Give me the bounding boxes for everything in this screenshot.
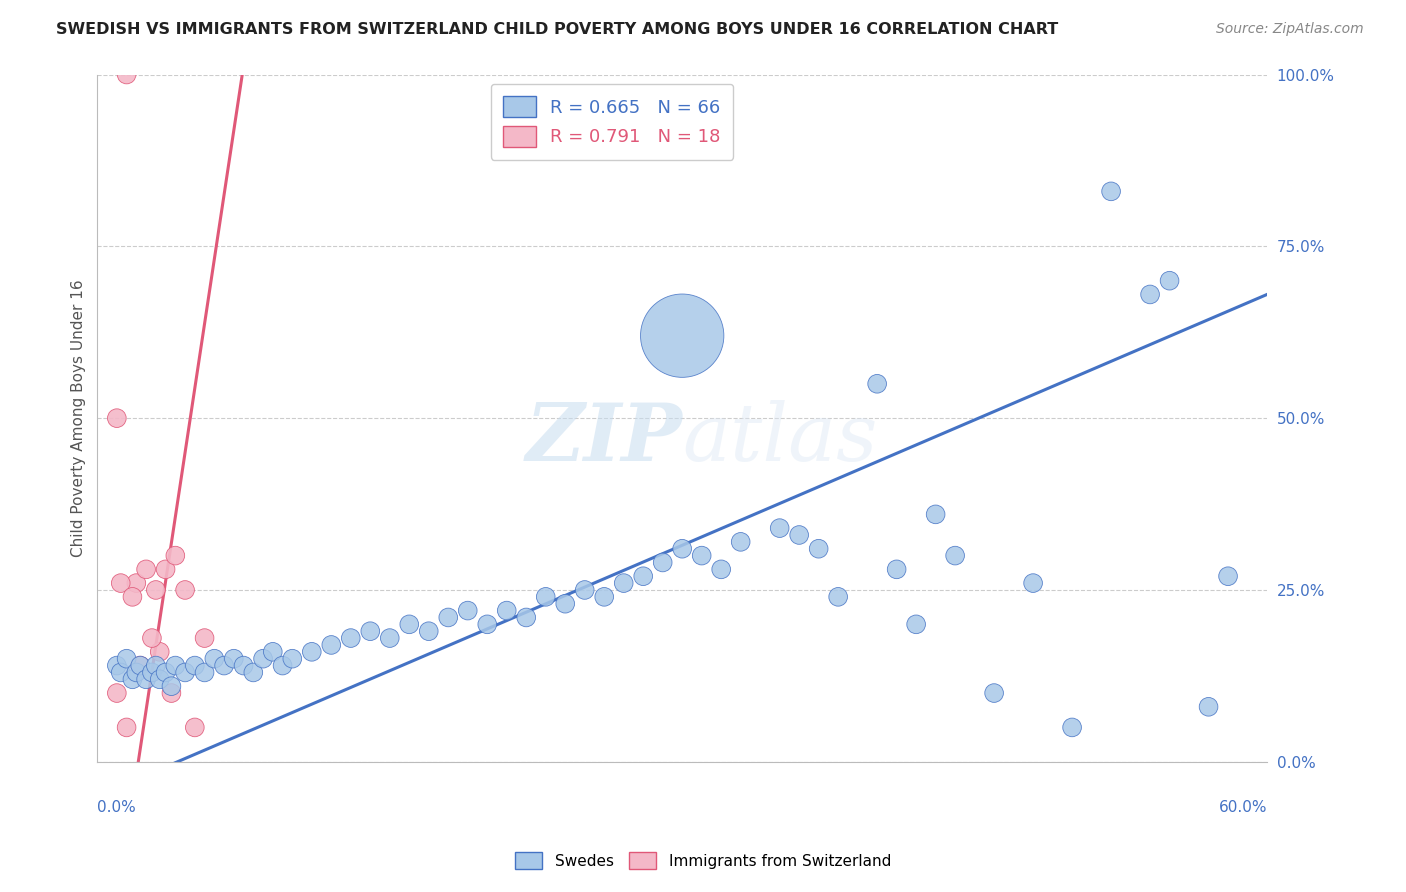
Point (457, 604, 479, 618)
Point (534, 590, 557, 604)
Point (690, 549, 713, 563)
Point (398, 617, 420, 632)
Point (155, 562, 177, 576)
Point (321, 638, 343, 652)
Point (174, 665, 197, 680)
Point (232, 658, 254, 673)
Point (339, 631, 361, 645)
Point (418, 624, 440, 639)
Point (141, 665, 163, 680)
Point (924, 508, 946, 522)
Point (983, 686, 1005, 700)
Point (145, 658, 167, 673)
Point (160, 686, 183, 700)
Point (135, 673, 157, 687)
Point (105, 686, 128, 700)
Point (149, 645, 172, 659)
Point (262, 645, 284, 659)
Point (651, 556, 673, 570)
Text: SWEDISH VS IMMIGRANTS FROM SWITZERLAND CHILD POVERTY AMONG BOYS UNDER 16 CORRELA: SWEDISH VS IMMIGRANTS FROM SWITZERLAND C… (56, 22, 1059, 37)
Point (1198, 699, 1220, 714)
Point (193, 665, 215, 680)
Point (866, 376, 889, 391)
Point (730, 534, 752, 549)
Point (212, 658, 235, 673)
Point (515, 610, 537, 624)
Text: 60.0%: 60.0% (1219, 799, 1267, 814)
Point (827, 590, 849, 604)
Point (202, 651, 225, 665)
Point (710, 562, 733, 576)
Point (165, 658, 187, 673)
Text: atlas: atlas (682, 400, 877, 477)
Point (359, 624, 381, 639)
Point (613, 576, 636, 591)
Point (141, 631, 163, 645)
Point (807, 541, 830, 556)
Point (121, 590, 143, 604)
Point (184, 720, 207, 734)
Legend: R = 0.665   N = 66, R = 0.791   N = 18: R = 0.665 N = 66, R = 0.791 N = 18 (491, 84, 734, 160)
Point (671, 328, 693, 343)
Point (281, 651, 304, 665)
Point (1099, 185, 1122, 199)
Point (115, 720, 138, 734)
Point (1159, 274, 1181, 288)
Point (145, 582, 167, 597)
Point (125, 665, 148, 680)
Point (155, 665, 177, 680)
Point (301, 645, 323, 659)
Point (1139, 287, 1161, 301)
Point (165, 549, 187, 563)
Point (378, 631, 401, 645)
Point (115, 651, 138, 665)
Point (135, 562, 157, 576)
Point (115, 68, 138, 82)
Point (787, 528, 810, 542)
Y-axis label: Child Poverty Among Boys Under 16: Child Poverty Among Boys Under 16 (72, 279, 86, 557)
Point (495, 604, 517, 618)
Point (129, 658, 152, 673)
Point (110, 576, 132, 591)
Point (184, 658, 207, 673)
Point (271, 658, 294, 673)
Point (242, 665, 264, 680)
Point (905, 617, 928, 632)
Point (1022, 576, 1045, 591)
Point (574, 582, 596, 597)
Point (671, 541, 693, 556)
Point (252, 651, 274, 665)
Text: 0.0%: 0.0% (97, 799, 136, 814)
Point (193, 631, 215, 645)
Point (886, 562, 908, 576)
Point (110, 665, 132, 680)
Legend: Swedes, Immigrants from Switzerland: Swedes, Immigrants from Switzerland (509, 846, 897, 875)
Point (943, 549, 966, 563)
Point (149, 673, 172, 687)
Text: Source: ZipAtlas.com: Source: ZipAtlas.com (1216, 22, 1364, 37)
Point (129, 658, 152, 673)
Point (1216, 569, 1239, 583)
Point (477, 617, 499, 632)
Point (222, 651, 245, 665)
Point (554, 597, 576, 611)
Point (105, 411, 128, 425)
Point (769, 521, 792, 535)
Point (1062, 720, 1084, 734)
Point (631, 569, 654, 583)
Point (121, 673, 143, 687)
Point (593, 590, 616, 604)
Point (437, 610, 460, 624)
Point (174, 582, 197, 597)
Point (125, 576, 148, 591)
Text: ZIP: ZIP (526, 400, 682, 477)
Point (160, 679, 183, 693)
Point (105, 658, 128, 673)
